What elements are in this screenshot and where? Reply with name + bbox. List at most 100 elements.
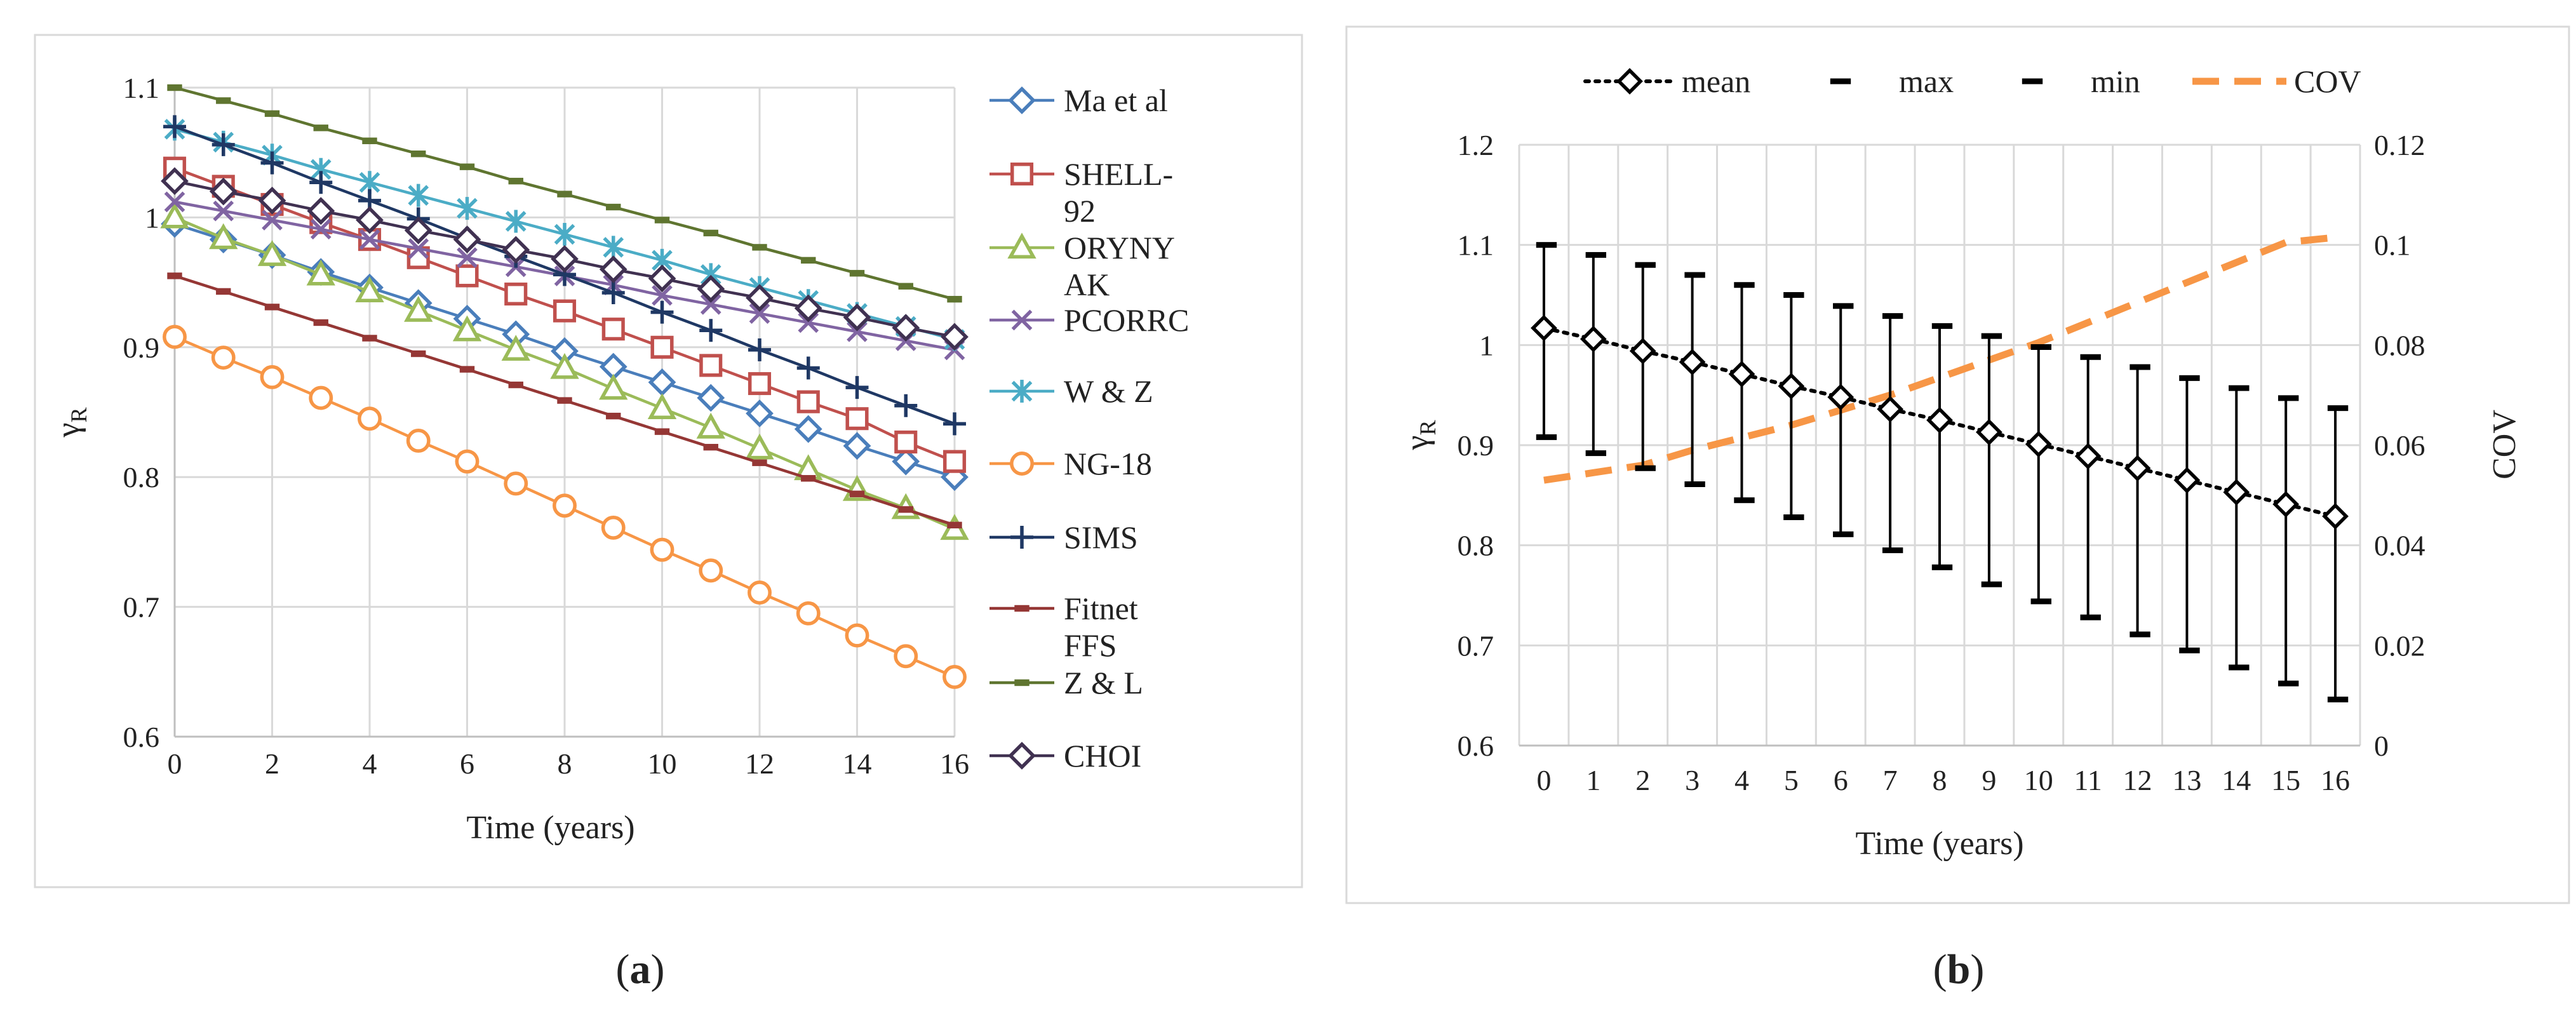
series-w-z-point [554,222,575,246]
series-orynyak-point [501,335,530,361]
series-w-z-point [408,184,429,207]
series-pcorrc-point [700,294,721,315]
panel-b-x-tick-label: 13 [2172,764,2201,796]
panel-a-y-tick-label: 0.8 [123,461,160,493]
series-ng-18-point [358,406,382,431]
series-max-point [2130,364,2150,370]
series-ng-18-point [894,644,918,669]
panel-a-x-tick-label: 4 [363,747,377,780]
series-z-l-point [898,283,913,290]
legend-label: ORYNY [1064,230,1175,265]
panel-b-x-tick-label: 8 [1933,764,1947,796]
series-ng-18-point [699,558,723,583]
legend-label: AK [1064,267,1110,302]
series-orynyak-point [209,223,238,250]
series-z-l [167,84,962,303]
panel-a-y-tick-label: 0.6 [123,721,160,753]
panel-b-y-axis-label-sub: R [1415,420,1440,436]
series-choi-point [892,314,920,342]
panel-a-caption-close: ) [651,946,665,993]
panel-b-legend: mean max min COV [1583,64,2361,99]
series-choi [161,167,969,351]
series-ng-18-point [601,515,626,540]
legend-label: COV [2294,64,2361,99]
series-pcorrc-point [359,229,380,250]
series-pcorrc-point [798,312,819,333]
series-orynyak-point [745,433,774,460]
legend-item-ng-18: NG-18 [989,446,1152,481]
legend-label: mean [1682,64,1750,99]
series-z-l-point [459,163,475,170]
series-mean-point [1679,349,1706,376]
legend-item-ma-et-al: Ma et al [989,83,1168,118]
series-min-point [1585,450,1607,457]
series-sims-point [650,300,674,324]
series-ng-18-point [796,601,821,626]
series-min-point [1931,564,1953,570]
series-min-point [2130,631,2150,638]
panel-b-x-tick-label: 11 [2074,764,2102,796]
panel-a-frame [34,34,1303,888]
series-mean-point [2173,467,2201,494]
legend-label: PCORRC [1064,302,1189,338]
panel-b-y-tick-label: 0.7 [1458,629,1494,662]
series-pcorrc-point [262,210,283,231]
legend-label: FFS [1064,627,1117,663]
series-ng-18-point [943,665,967,689]
panel-b-chart: 0.6 0.7 0.8 0.9 1 1.1 1.2 0 0.02 0.04 0.06 0.08 0.1 0… [1345,25,2570,904]
legend-swatch-marker [1010,162,1034,186]
legend-label: NG-18 [1064,446,1152,481]
series-max-point [1536,242,1557,248]
panel-b-x-tick-label: 7 [1883,764,1898,796]
legend-label: min [2091,64,2140,99]
series-max-point [1833,303,1854,309]
legend-label: Ma et al [1064,83,1168,118]
series-choi-point [502,236,530,264]
series-fitnet-ffs-point [898,506,913,513]
series-pcorrc-point [652,285,673,306]
panel-b-y-tick-label: 1.2 [1458,129,1494,161]
series-shell-92-point [601,318,625,341]
series-z-l-point [703,229,718,237]
panel-a-x-tick-label: 16 [940,747,969,780]
legend-swatch-marker [1011,309,1033,331]
legend-item-max: max [1830,64,1954,99]
series-fitnet-ffs-point [703,443,718,451]
series-z-l-point [947,295,962,303]
series-fitnet-ffs [167,272,962,529]
series-z-l-point [801,257,816,264]
series-orynyak-point [696,412,725,439]
legend-item-mean: mean [1583,64,1750,99]
series-sims-point [163,115,186,138]
series-shell-92-point [748,372,772,396]
series-shell-92-point [845,407,869,431]
series-pcorrc-point [164,191,185,213]
series-ng-18-point [406,429,431,453]
series-ma-et-al-point [648,368,676,396]
legend-item-pcorrc: PCORRC [989,302,1189,338]
series-orynyak-point [550,352,579,379]
panel-b-y2-tick-label: 0.1 [2374,229,2411,262]
panel-b-x-tick-label: 15 [2271,764,2300,796]
series-min-point [1981,581,2002,587]
panel-b-y2-tick-label: 0.08 [2374,329,2425,361]
series-max-point [2229,385,2250,391]
panel-b-x-tick-label: 5 [1784,764,1799,796]
panel-b-y-tick-label: 0.8 [1458,530,1494,562]
series-max-point [2277,395,2299,401]
panel-b-x-tick-label: 0 [1536,764,1551,796]
panel-a-x-tick-label: 6 [460,747,474,780]
series-sims-point [943,412,966,436]
series-mean-point [1629,337,1656,365]
series-mean-point [2025,431,2052,458]
series-min-point [1684,481,1705,487]
legend-item-cov: COV [2192,64,2361,99]
series-ng-18-point [309,385,333,410]
panel-b-x-tick-label: 3 [1685,764,1700,796]
panel-a-chart: 0.6 0.7 0.8 0.9 1 1.1 0 2 4 6 8 10 12 14 16 Ma et al SH… [34,34,1303,888]
series-choi-point [843,303,871,331]
series-orynyak-point [647,393,677,420]
panel-b-y2-tick-label: 0.02 [2374,629,2425,662]
series-sims-point [601,281,625,304]
